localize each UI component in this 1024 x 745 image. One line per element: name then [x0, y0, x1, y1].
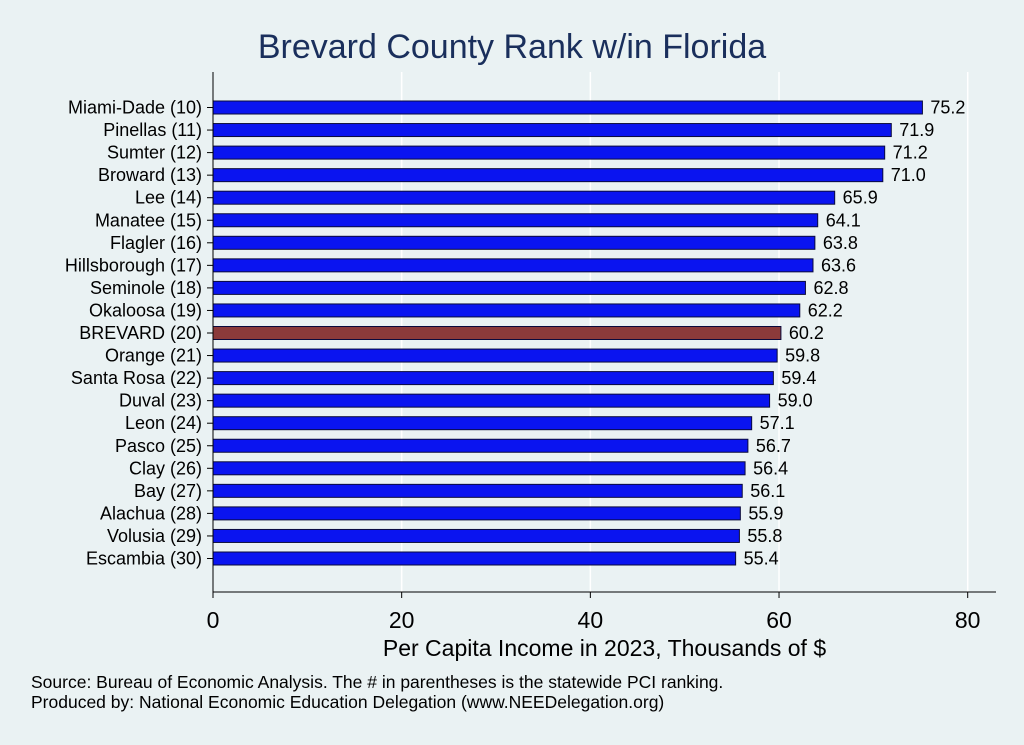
data-label: 63.6 — [821, 255, 856, 275]
category-label: BREVARD (20) — [79, 323, 202, 343]
data-label: 56.4 — [753, 458, 788, 478]
category-label: Escambia (30) — [86, 549, 202, 569]
axes: 0 20 40 60 80 Per Capita Income in 2023, Thou… — [207, 72, 996, 661]
category-label: Okaloosa (19) — [89, 300, 202, 320]
category-label: Sumter (12) — [107, 143, 202, 163]
bar — [212, 190, 836, 205]
category-label: Flagler (16) — [110, 233, 202, 253]
x-tick-label: 0 — [207, 607, 220, 633]
bar — [212, 348, 778, 363]
data-label: 65.9 — [843, 188, 878, 208]
data-label: 59.8 — [785, 346, 820, 366]
data-label: 71.2 — [893, 143, 928, 163]
category-label: Hillsborough (17) — [65, 255, 202, 275]
bar — [212, 123, 892, 138]
category-label: Volusia (29) — [107, 526, 202, 546]
x-tick-label: 80 — [955, 607, 981, 633]
category-label: Pasco (25) — [115, 436, 202, 456]
data-label: 55.8 — [747, 526, 782, 546]
data-label: 56.1 — [750, 481, 785, 501]
data-label: 75.2 — [930, 98, 965, 118]
bar — [212, 100, 923, 115]
category-label: Leon (24) — [125, 413, 202, 433]
labels: Miami-Dade (10) 75.2 Pinellas (11) 71.9 Sumt… — [65, 98, 966, 569]
bar — [212, 461, 746, 476]
category-label: Alachua (28) — [100, 503, 202, 523]
category-label: Bay (27) — [134, 481, 202, 501]
bar — [212, 393, 771, 408]
bar — [212, 506, 741, 521]
bar — [212, 258, 814, 273]
data-label: 64.1 — [826, 210, 861, 230]
bar — [212, 213, 819, 228]
source-note: Source: Bureau of Economic Analysis. The… — [31, 672, 724, 692]
bar — [212, 168, 884, 183]
data-label: 59.4 — [781, 368, 816, 388]
data-label: 57.1 — [760, 413, 795, 433]
producer-note: Produced by: National Economic Education… — [31, 692, 665, 712]
category-label: Lee (14) — [135, 188, 202, 208]
bar — [212, 145, 886, 160]
category-label: Broward (13) — [98, 165, 202, 185]
x-tick-label: 60 — [766, 607, 792, 633]
bar — [212, 326, 782, 340]
category-label: Pinellas (11) — [103, 120, 202, 140]
data-label: 71.0 — [891, 165, 926, 185]
bar — [212, 528, 740, 543]
bar — [212, 235, 816, 250]
bar — [212, 438, 749, 453]
data-label: 56.7 — [756, 436, 791, 456]
x-axis-title: Per Capita Income in 2023, Thousands of … — [383, 635, 826, 661]
bar — [212, 371, 774, 386]
data-label: 55.4 — [744, 549, 779, 569]
data-label: 62.2 — [808, 300, 843, 320]
data-label: 55.9 — [748, 503, 783, 523]
bar — [212, 551, 737, 566]
chart-title: Brevard County Rank w/in Florida — [257, 28, 767, 66]
bars — [212, 100, 923, 566]
data-label: 59.0 — [778, 391, 813, 411]
category-label: Miami-Dade (10) — [68, 98, 202, 118]
bar — [212, 303, 801, 318]
category-label: Orange (21) — [105, 346, 202, 366]
category-label: Clay (26) — [129, 458, 202, 478]
bar — [212, 483, 743, 498]
category-label: Seminole (18) — [90, 278, 202, 298]
x-tick-label: 20 — [389, 607, 415, 633]
data-label: 60.2 — [789, 323, 824, 343]
category-label: Manatee (15) — [95, 210, 202, 230]
x-tick-label: 40 — [578, 607, 604, 633]
category-label: Duval (23) — [119, 391, 202, 411]
bar — [212, 280, 806, 295]
data-label: 62.8 — [813, 278, 848, 298]
data-label: 63.8 — [823, 233, 858, 253]
data-label: 71.9 — [899, 120, 934, 140]
category-label: Santa Rosa (22) — [71, 368, 202, 388]
bar — [212, 416, 753, 431]
